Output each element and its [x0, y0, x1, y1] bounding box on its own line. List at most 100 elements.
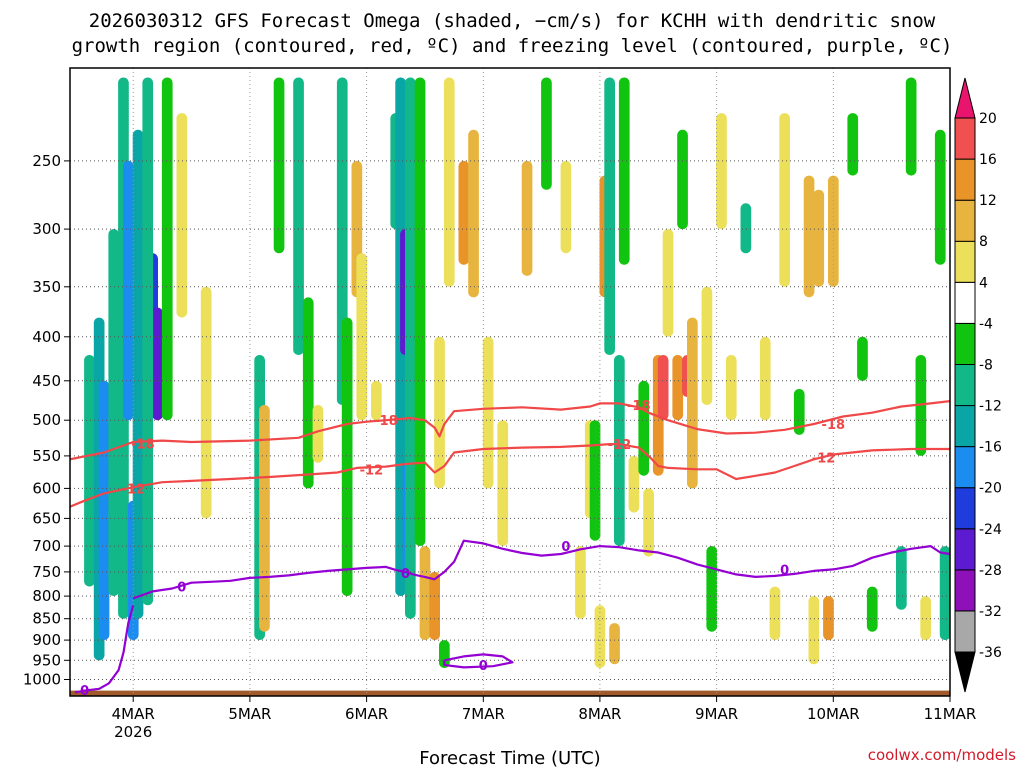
colorbar-label-10: 8 — [979, 234, 988, 250]
omega-cell-62 — [701, 286, 713, 405]
omega-cell-9 — [152, 307, 163, 421]
omega-cell-3 — [108, 229, 120, 596]
y-tick-label-11: 800 — [32, 587, 61, 605]
colorbar-swatch-4 — [954, 487, 976, 530]
colorbar-swatch-9 — [954, 281, 976, 324]
omega-cell-42 — [560, 160, 572, 254]
omega-cell-79 — [896, 546, 907, 610]
x-tick-label-6: 10MAR — [807, 705, 860, 723]
omega-cell-17 — [293, 77, 304, 355]
omega-cell-40 — [521, 160, 533, 276]
colorbar-label-8: -4 — [979, 316, 993, 332]
omega-cell-68 — [769, 586, 781, 641]
omega-cell-5 — [123, 160, 134, 421]
omega-cell-70 — [793, 389, 805, 435]
colorbar-label-6: -12 — [979, 399, 1002, 415]
y-tick-label-3: 400 — [32, 328, 61, 346]
terrain-fill — [70, 690, 950, 696]
colorbar-label-12: 16 — [979, 152, 997, 168]
omega-cell-83 — [934, 129, 946, 265]
omega-cell-64 — [716, 113, 727, 230]
colorbar-swatch-14 — [954, 77, 976, 119]
omega-cell-34 — [439, 640, 450, 669]
contour-label-12: 0 — [479, 659, 488, 674]
y-tick-label-5: 500 — [32, 411, 61, 429]
omega-cell-30 — [414, 77, 426, 547]
omega-cell-56 — [657, 355, 669, 421]
omega-cell-41 — [541, 77, 552, 190]
omega-cell-39 — [497, 420, 509, 547]
colorbar-swatch-13 — [954, 117, 976, 160]
y-tick-label-13: 900 — [32, 631, 61, 649]
omega-cell-0 — [84, 355, 95, 587]
omega-cell-16 — [273, 77, 285, 254]
contour-label-1: -18 — [374, 414, 398, 429]
x-year-label: 2026 — [114, 723, 152, 741]
omega-cell-77 — [857, 336, 868, 381]
omega-cell-35 — [443, 77, 455, 287]
contour-label-10: 0 — [561, 540, 570, 555]
colorbar-label-0: -36 — [979, 645, 1002, 661]
contour-label-8: 0 — [177, 581, 186, 596]
y-axis: 250 300 350 400 450 500 550 600 650 700 750 800 850 9… — [23, 152, 70, 689]
colorbar-swatch-10 — [954, 240, 976, 283]
omega-cell-49 — [609, 623, 620, 665]
omega-cell-7 — [132, 129, 144, 619]
colorbar-swatch-7 — [954, 364, 976, 407]
colorbar-swatch-8 — [954, 322, 976, 365]
omega-cell-33 — [434, 336, 445, 489]
omega-cell-45 — [589, 420, 601, 541]
y-tick-label-1: 300 — [32, 220, 61, 238]
x-tick-label-5: 9MAR — [695, 705, 738, 723]
omega-cell-24 — [371, 380, 382, 421]
omega-cell-31 — [419, 546, 431, 641]
omega-cell-75 — [828, 175, 839, 287]
y-tick-label-14: 950 — [32, 651, 61, 669]
colorbar-label-13: 20 — [979, 111, 997, 127]
omega-cell-15 — [259, 405, 270, 632]
omega-cell-21 — [341, 317, 353, 597]
contour-label-4: -12 — [121, 482, 145, 497]
omega-cell-80 — [905, 77, 917, 176]
contour-label-13: 0 — [80, 684, 89, 699]
contour-label-5: -12 — [360, 463, 384, 478]
chart-title-line-2: growth region (contoured, red, ºC) and f… — [72, 35, 953, 57]
omega-cell-12 — [176, 113, 188, 318]
omega-cell-13 — [200, 286, 212, 519]
colorbar-label-7: -8 — [979, 358, 993, 374]
colorbar-swatch-0 — [954, 651, 976, 693]
colorbar-swatch-1 — [954, 610, 976, 653]
omega-cell-76 — [847, 113, 859, 176]
y-tick-label-9: 700 — [32, 537, 61, 555]
omega-cell-82 — [920, 596, 931, 641]
x-axis-title: Forecast Time (UTC) — [419, 748, 600, 768]
contour-label-3: -18 — [822, 418, 846, 433]
omega-cell-71 — [803, 175, 815, 298]
omega-cell-54 — [643, 488, 654, 557]
x-tick-label-1: 5MAR — [228, 705, 271, 723]
omega-cell-18 — [302, 297, 314, 489]
omega-cell-73 — [813, 189, 825, 287]
colorbar-label-3: -24 — [979, 522, 1002, 538]
contour-label-7: -12 — [812, 451, 836, 466]
colorbar-swatch-2 — [954, 569, 976, 612]
y-tick-label-8: 650 — [32, 509, 61, 527]
omega-cell-37 — [468, 129, 479, 298]
colorbar-swatch-6 — [954, 405, 976, 448]
colorbar: -36 -32 -28 -24 -20 -16 -12 -8 -4 4 8 12 16 20 — [954, 77, 1002, 693]
omega-cell-67 — [759, 336, 771, 421]
plot-frame — [69, 67, 951, 697]
colorbar-swatch-12 — [954, 158, 976, 201]
omega-cell-78 — [866, 586, 878, 632]
omega-cell-57 — [662, 229, 674, 337]
contour-lines — [70, 400, 950, 694]
omega-cell-43 — [575, 546, 586, 619]
omega-cell-63 — [706, 546, 718, 632]
y-tick-label-2: 350 — [32, 278, 61, 296]
colorbar-label-9: 4 — [979, 275, 988, 291]
contour-labels: -18 -18 -18 -18 -12 -12 -12 -12 0 0 0 0 0 0 — [80, 399, 845, 699]
omega-cell-59 — [677, 129, 688, 230]
omega-cell-51 — [618, 77, 630, 265]
contour-label-9: 0 — [401, 567, 410, 582]
omega-cell-48 — [604, 77, 615, 355]
